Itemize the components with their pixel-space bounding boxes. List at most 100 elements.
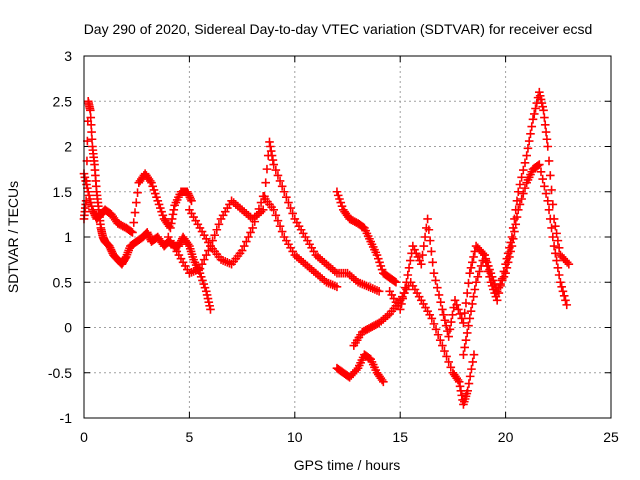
data-point: [158, 210, 168, 220]
data-point: [273, 171, 283, 180]
data-point: [506, 247, 515, 256]
data-point: [468, 357, 478, 367]
data-point: [475, 267, 484, 276]
data-point: [402, 277, 411, 287]
data-point: [239, 241, 249, 251]
y-tick-label: 1.5: [53, 184, 73, 200]
data-point: [436, 297, 445, 307]
data-point: [256, 198, 266, 207]
data-point: [541, 127, 551, 137]
data-point: [149, 185, 159, 195]
data-point: [444, 332, 453, 341]
data-point: [515, 180, 525, 189]
data-point: [271, 165, 281, 175]
data-point: [195, 264, 205, 273]
data-point: [214, 220, 224, 229]
data-point: [511, 220, 521, 229]
data-point: [397, 299, 406, 309]
data-point: [87, 127, 96, 137]
data-point: [442, 352, 451, 361]
data-point: [266, 146, 276, 156]
data-point: [466, 306, 476, 316]
data-point: [203, 294, 213, 303]
x-tick-label: 0: [80, 429, 88, 445]
data-point: [86, 113, 96, 122]
data-point: [282, 192, 291, 202]
data-point: [379, 377, 388, 387]
data-point: [277, 227, 287, 236]
data-point: [288, 209, 297, 218]
data-point: [269, 160, 279, 169]
data-point: [237, 246, 247, 255]
data-point: [83, 187, 93, 197]
data-point: [418, 250, 427, 260]
data-point: [332, 187, 342, 197]
data-point: [242, 237, 251, 246]
data-point: [459, 350, 468, 359]
data-point: [400, 283, 410, 292]
data-point: [519, 165, 528, 175]
data-point: [333, 191, 343, 200]
data-point: [147, 178, 156, 187]
data-point: [510, 227, 519, 236]
data-point: [467, 299, 477, 309]
data-point: [153, 196, 163, 206]
data-point: [286, 203, 295, 213]
data-point: [428, 258, 437, 267]
data-point: [505, 252, 514, 262]
data-point: [538, 174, 548, 184]
data-point: [129, 218, 139, 227]
y-tick-label: -1: [60, 410, 73, 426]
data-point: [535, 160, 544, 169]
data-point: [562, 300, 572, 310]
data-point: [336, 198, 346, 207]
data-point: [554, 270, 564, 280]
data-point: [152, 192, 161, 202]
data-point: [434, 290, 444, 300]
data-points: [79, 87, 574, 409]
series-arc-5: [332, 187, 401, 287]
data-point: [537, 98, 547, 108]
data-point: [406, 256, 415, 265]
data-point: [445, 325, 455, 334]
data-point: [561, 296, 570, 305]
data-point: [258, 205, 268, 215]
data-point: [375, 258, 384, 267]
data-point: [86, 120, 96, 130]
data-point: [554, 243, 564, 253]
data-point: [455, 382, 465, 391]
data-point: [265, 137, 274, 147]
data-point: [471, 277, 481, 287]
data-point: [460, 308, 470, 318]
data-point: [187, 196, 196, 206]
data-point: [166, 223, 175, 233]
data-point: [133, 188, 142, 197]
data-point: [480, 250, 489, 260]
data-point: [501, 268, 510, 278]
data-point: [167, 214, 177, 224]
data-point: [545, 214, 555, 224]
data-point: [513, 205, 523, 215]
data-point: [461, 298, 471, 308]
x-tick-label: 10: [287, 429, 303, 445]
data-point: [201, 250, 211, 260]
y-tick-label: 3: [64, 48, 72, 64]
data-point: [198, 276, 207, 285]
data-point: [275, 221, 285, 231]
data-point: [246, 228, 255, 237]
data-point: [492, 296, 502, 305]
data-point: [541, 189, 551, 198]
data-point: [423, 214, 432, 224]
data-point: [376, 261, 386, 271]
y-tick-label: 0: [64, 320, 72, 336]
data-point: [201, 287, 211, 296]
data-point: [540, 113, 549, 122]
data-point: [559, 291, 569, 301]
data-point: [535, 91, 545, 101]
data-point: [446, 363, 456, 372]
data-point: [84, 191, 94, 200]
data-point: [465, 268, 475, 278]
data-point: [470, 285, 480, 294]
y-axis-label: SDTVAR / TECUs: [5, 181, 21, 293]
